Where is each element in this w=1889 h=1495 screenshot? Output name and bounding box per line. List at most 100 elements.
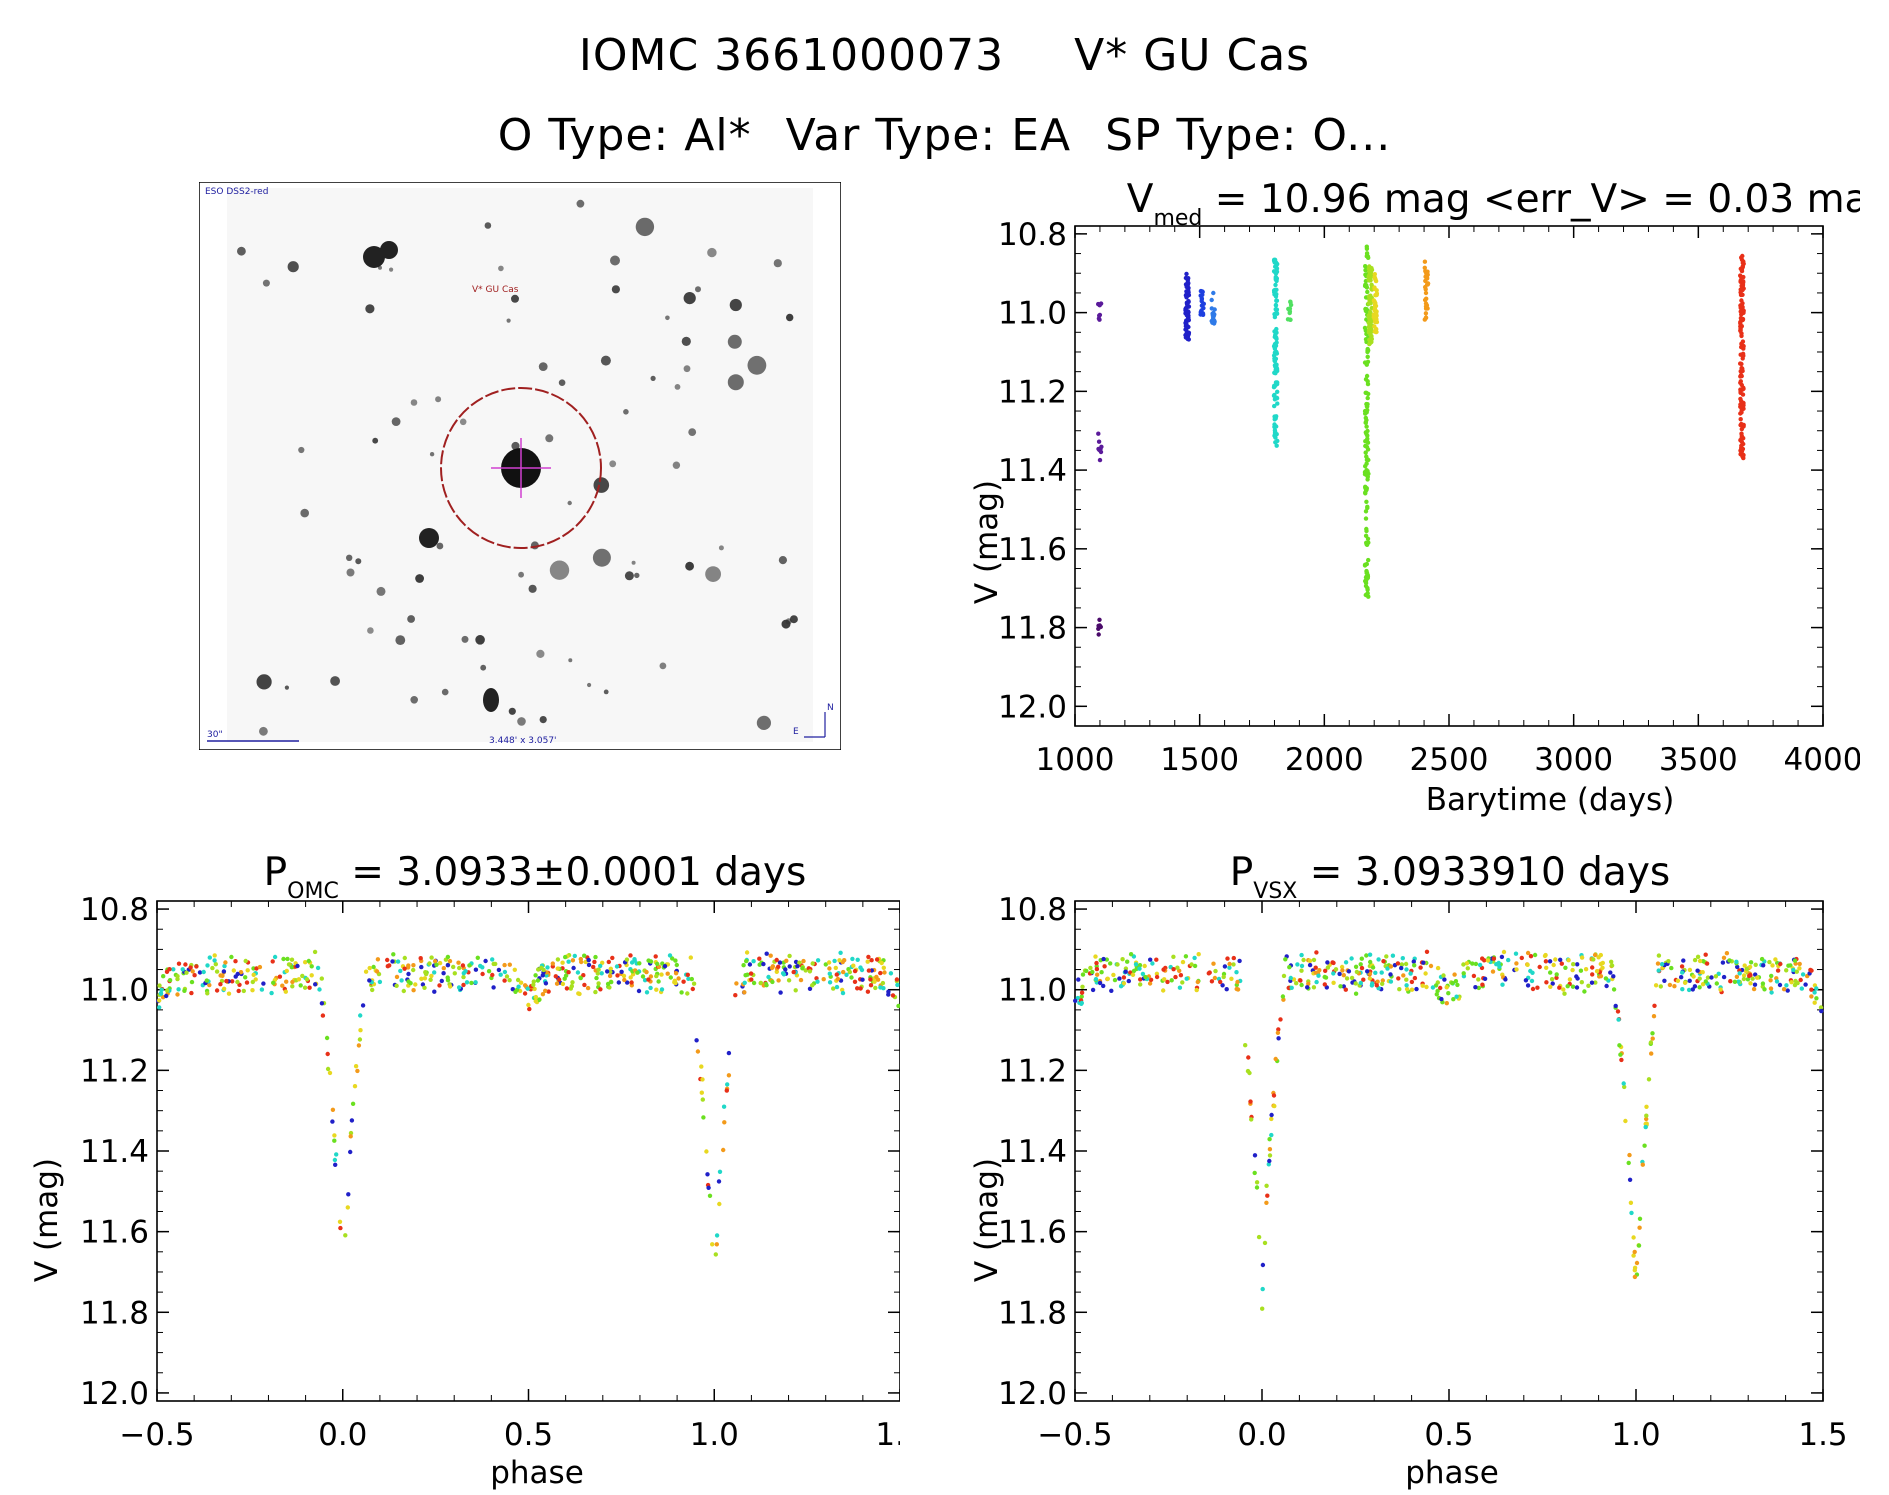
data-point <box>869 958 874 963</box>
data-point <box>1465 966 1470 971</box>
star <box>365 304 375 314</box>
data-point <box>157 983 162 988</box>
data-point <box>1808 967 1813 973</box>
data-point <box>1079 994 1084 999</box>
star <box>484 222 492 229</box>
data-point <box>1644 1116 1649 1122</box>
data-point <box>473 980 478 985</box>
data-point <box>1812 1000 1817 1005</box>
data-point <box>210 965 215 971</box>
data-point <box>1373 970 1378 975</box>
data-point <box>1311 957 1317 963</box>
data-point <box>851 963 856 968</box>
data-point <box>686 976 691 981</box>
data-point <box>774 969 779 974</box>
data-point <box>758 980 764 986</box>
data-point <box>1358 980 1363 986</box>
data-point <box>1275 401 1280 406</box>
data-point <box>1199 296 1205 302</box>
data-point <box>1697 976 1702 981</box>
data-point <box>1803 982 1808 987</box>
data-point <box>1435 965 1441 971</box>
data-point <box>1451 997 1456 1002</box>
star <box>480 664 487 671</box>
data-point <box>594 975 599 981</box>
data-point <box>1363 450 1368 455</box>
data-point <box>543 981 549 986</box>
data-point <box>1741 441 1746 447</box>
data-point <box>1553 957 1558 962</box>
data-point <box>637 961 642 966</box>
phase-vsx-chart: PVSX = 3.0933910 days −0.5 0.0 0.5 1.0 1.5 10… <box>969 850 1848 1491</box>
data-point <box>832 958 837 964</box>
data-point <box>1700 970 1705 975</box>
data-point <box>1231 962 1236 967</box>
star <box>587 682 592 688</box>
data-point <box>327 1070 333 1076</box>
data-point <box>1421 960 1426 965</box>
data-point <box>1366 324 1371 330</box>
data-point <box>699 1064 704 1069</box>
data-point <box>1423 311 1429 316</box>
data-point <box>1137 963 1143 968</box>
data-point <box>469 980 474 986</box>
data-point <box>245 968 250 973</box>
data-point <box>1331 980 1336 985</box>
data-point <box>1652 1003 1657 1008</box>
data-point <box>1363 516 1369 521</box>
data-point <box>1703 979 1708 984</box>
data-point <box>1185 289 1190 294</box>
data-point <box>770 979 775 985</box>
target-circle <box>440 387 602 549</box>
star <box>441 688 449 696</box>
data-point <box>1180 959 1186 965</box>
data-point <box>1590 972 1595 977</box>
star <box>363 246 385 268</box>
data-point <box>691 981 697 986</box>
data-point <box>614 964 620 969</box>
phase-omc-xlabel: phase <box>490 1455 584 1491</box>
data-point <box>844 972 849 977</box>
data-point <box>776 978 781 983</box>
data-point <box>1273 362 1279 367</box>
data-point <box>1363 282 1368 287</box>
data-point <box>582 982 587 988</box>
data-point <box>175 974 180 979</box>
data-point <box>866 954 871 960</box>
phase-vsx-ylabel: V (mag) <box>969 1158 1005 1282</box>
data-point <box>1368 301 1373 306</box>
data-point <box>394 983 399 988</box>
data-point <box>1372 272 1377 277</box>
star <box>576 199 585 208</box>
data-point <box>1118 984 1124 989</box>
data-point <box>1682 980 1688 985</box>
data-point <box>685 991 690 996</box>
data-point <box>1528 954 1534 959</box>
data-point <box>385 957 390 963</box>
data-point <box>1184 284 1189 290</box>
data-point <box>874 957 880 962</box>
data-point <box>1613 1003 1618 1009</box>
data-point <box>418 956 423 961</box>
y-tick-label: 11.8 <box>80 1295 149 1331</box>
data-point <box>656 979 661 984</box>
data-point <box>1543 959 1549 964</box>
data-point <box>1101 956 1106 962</box>
data-point <box>744 958 749 964</box>
data-point <box>1659 962 1665 967</box>
data-point <box>1784 983 1789 988</box>
data-point <box>704 1149 709 1154</box>
data-point <box>598 963 603 969</box>
y-tick-label: 11.0 <box>998 296 1067 332</box>
star <box>705 566 721 582</box>
lightcurve-xlabel: Barytime (days) <box>1426 782 1675 818</box>
data-point <box>1185 336 1190 342</box>
data-point <box>1183 305 1189 311</box>
x-tick-label: 1500 <box>1160 742 1239 778</box>
data-point <box>1548 970 1553 975</box>
data-point <box>640 974 646 979</box>
data-point <box>598 987 603 992</box>
data-point <box>1148 977 1154 982</box>
data-point <box>770 964 776 969</box>
data-point <box>1364 244 1369 249</box>
